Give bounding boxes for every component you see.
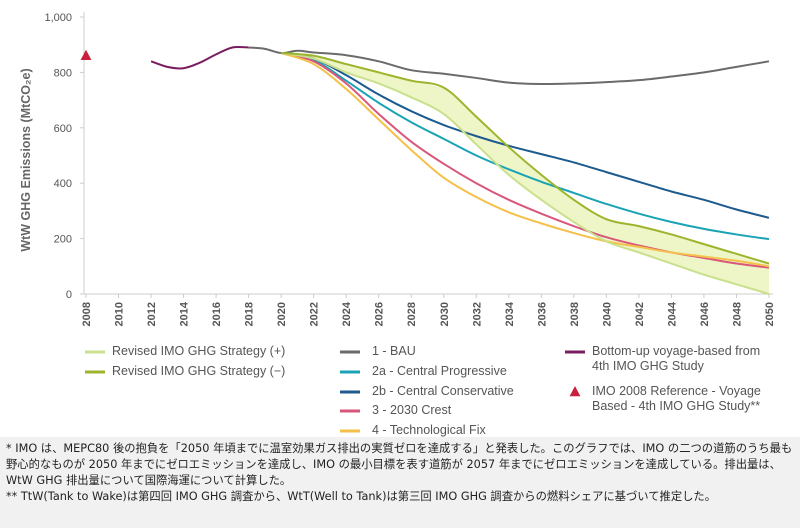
y-tick-label: 800: [54, 67, 72, 79]
x-tick-label: 2022: [309, 302, 321, 326]
x-tick-label: 2048: [731, 302, 743, 326]
y-tick-label: 0: [66, 289, 72, 301]
legend-label: 2b - Central Conservative: [372, 384, 514, 398]
series-line: [150, 45, 249, 70]
x-tick-label: 2024: [341, 301, 353, 326]
shade-band: [281, 53, 769, 295]
series-line: [280, 52, 770, 241]
series-line: [280, 52, 770, 219]
x-tick-label: 2030: [439, 302, 451, 326]
x-tick-label: 2044: [666, 301, 678, 326]
x-tick-label: 2040: [601, 302, 613, 326]
x-tick-label: 2028: [406, 302, 418, 326]
x-tick-label: 2014: [179, 301, 191, 326]
y-tick-label: 200: [54, 234, 72, 246]
footnote: * IMO は、MEPC80 後の抱負を「2050 年頃までに温室効果ガス排出の…: [6, 442, 793, 487]
legend-label: 1 - BAU: [372, 344, 416, 358]
legend-label: Revised IMO GHG Strategy (−): [112, 364, 286, 378]
y-tick-label: 400: [54, 178, 72, 190]
x-tick-label: 2038: [569, 302, 581, 326]
footnotes: * IMO は、MEPC80 後の抱負を「2050 年頃までに温室効果ガス排出の…: [0, 437, 800, 528]
y-tick-label: 600: [54, 123, 72, 135]
x-tick-label: 2036: [536, 302, 548, 326]
footnote: ** TtW(Tank to Wake)は第四回 IMO GHG 調査から、Wt…: [6, 490, 717, 503]
chart: WtW GHG Emissions (MtCO₂e) 0 200 400 600 800…: [19, 12, 776, 433]
y-tick-label: 1,000: [44, 12, 72, 24]
legend-label: IMO 2008 Reference - Voyage Based - 4th …: [592, 384, 761, 413]
x-tick-label: 2020: [276, 302, 288, 326]
marker: [80, 49, 92, 60]
y-axis-label: WtW GHG Emissions (MtCO₂e): [19, 68, 33, 251]
x-tick-label: 2046: [699, 302, 711, 326]
legend-label: 4 - Technological Fix: [372, 423, 486, 437]
x-tick-label: 2008: [81, 302, 93, 326]
x-tick-label: 2012: [146, 302, 158, 326]
legend-marker: [569, 386, 581, 397]
legend-label: Bottom-up voyage-based from 4th IMO GHG …: [592, 344, 761, 373]
x-tick-label: 2018: [244, 302, 256, 326]
x-tick-label: 2050: [764, 302, 776, 326]
series-line: [248, 46, 770, 86]
x-tick-label: 2010: [114, 302, 126, 326]
x-tick-label: 2032: [471, 302, 483, 326]
x-tick-label: 2034: [504, 301, 516, 326]
series-line: [280, 52, 770, 295]
series-line: [280, 52, 770, 268]
legend-label: 2a - Central Progressive: [372, 364, 507, 378]
legend-label: 3 - 2030 Crest: [372, 403, 452, 417]
legend-label: Revised IMO GHG Strategy (+): [112, 344, 286, 358]
x-tick-label: 2026: [374, 302, 386, 326]
series-line: [281, 52, 770, 265]
x-tick-label: 2016: [211, 302, 223, 326]
x-tick-label: 2042: [634, 302, 646, 326]
